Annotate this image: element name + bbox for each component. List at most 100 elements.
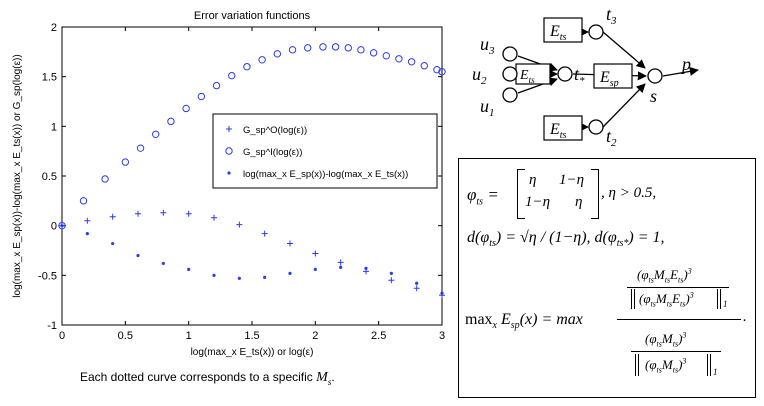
x-tick-label: 0 bbox=[59, 330, 65, 342]
label-ets-mid: Ets bbox=[519, 68, 535, 85]
point-circle bbox=[228, 71, 236, 80]
node-label-s: s bbox=[650, 86, 657, 106]
point-circle bbox=[197, 92, 206, 101]
point-dot bbox=[161, 261, 165, 266]
point-dot bbox=[263, 275, 267, 279]
point-circle bbox=[243, 63, 251, 71]
point-plus bbox=[185, 210, 192, 217]
point-circle bbox=[433, 66, 441, 74]
y-tick-label: -0.5 bbox=[38, 270, 57, 282]
point-circle bbox=[136, 144, 145, 152]
x-axis-label: log(max_x E_ts(x)) or log(ε) bbox=[191, 347, 314, 358]
point-plus bbox=[388, 277, 395, 284]
legend-label: log(max_x E_sp(x))-log(max_x E_ts(x)) bbox=[243, 169, 408, 180]
point-dot bbox=[187, 267, 191, 271]
point-plus bbox=[261, 230, 268, 237]
x-tick-label: 3 bbox=[439, 330, 445, 342]
x-tick-label: 2.5 bbox=[371, 330, 386, 342]
formula-max-lhs: maxx Esp(x) = max bbox=[465, 311, 583, 332]
point-circle bbox=[407, 58, 416, 66]
point-plus bbox=[84, 217, 91, 224]
y-tick-label: 1.5 bbox=[42, 72, 57, 84]
formula-num-top: (φtsMtsEts)3 bbox=[637, 266, 692, 285]
point-circle bbox=[382, 52, 390, 60]
edge-t3-s bbox=[602, 31, 646, 69]
point-circle bbox=[212, 81, 221, 90]
point-circle bbox=[304, 44, 312, 52]
network-svg: Ets Ets Esp Ets u3 u2 u1 t* t3 t2 s p bbox=[472, 4, 699, 149]
point-plus bbox=[312, 250, 319, 257]
y-axis-label: log(max_x E_sp(x))-log(max_x E_ts(x)) or… bbox=[12, 54, 23, 297]
label-ets-bottom: Ets bbox=[549, 121, 567, 141]
plot-title: Error variation functions bbox=[194, 10, 311, 22]
point-circle bbox=[344, 44, 352, 52]
point-circle bbox=[79, 197, 88, 205]
point-dot bbox=[85, 232, 89, 236]
point-dot bbox=[415, 281, 419, 285]
point-circle bbox=[58, 221, 66, 230]
point-circle bbox=[395, 55, 403, 63]
point-dot bbox=[440, 291, 444, 295]
point-circle bbox=[167, 117, 175, 126]
point-circle bbox=[319, 43, 327, 51]
legend-marker-dot bbox=[227, 171, 231, 175]
point-dot bbox=[111, 241, 115, 246]
y-tick-label: -1 bbox=[47, 320, 57, 332]
x-tick-label: 1 bbox=[186, 330, 192, 342]
formula-phi: φts = bbox=[467, 185, 499, 208]
point-circle bbox=[121, 158, 130, 166]
formula-num-bottom: (φtsMtsEts)3 bbox=[639, 290, 694, 309]
point-dot bbox=[136, 253, 140, 258]
plot-caption: Each dotted curve corresponds to a speci… bbox=[80, 370, 400, 386]
label-box-ets-bottom bbox=[543, 115, 583, 141]
x-tick-label: 2 bbox=[312, 330, 318, 342]
point-dot bbox=[288, 271, 292, 275]
legend-marker-plus bbox=[226, 126, 232, 132]
y-tick-label: 2 bbox=[51, 22, 57, 34]
point-plus bbox=[109, 213, 116, 220]
node-t-star bbox=[557, 66, 573, 82]
legend-marker-circle bbox=[225, 147, 233, 155]
point-circle bbox=[369, 49, 378, 57]
formula-den-top: (φtsMts)3 bbox=[645, 330, 687, 349]
point-dot bbox=[212, 273, 216, 277]
node-label-u1: u1 bbox=[480, 96, 495, 119]
error-variation-plot: Error variation functions 0 0.5 1 1.5 2 2.5 3 -1… bbox=[12, 10, 446, 358]
y-tick-label: 1 bbox=[51, 121, 57, 133]
legend-label: G_sp^O(log(ε)) bbox=[243, 125, 307, 136]
point-dot bbox=[313, 267, 317, 271]
formula-line2: d(φts) = √η / (1−η), d(φts*) = 1, bbox=[467, 229, 665, 250]
point-dot bbox=[364, 266, 368, 270]
point-circle bbox=[331, 43, 340, 51]
node-label-p: p bbox=[680, 54, 691, 74]
point-plus bbox=[135, 210, 141, 217]
formula-matrix: η 1−η 1−η η bbox=[517, 169, 599, 219]
point-plus bbox=[413, 285, 420, 292]
node-t2 bbox=[588, 119, 604, 135]
edge-t2-s bbox=[602, 83, 646, 128]
node-u3 bbox=[502, 46, 518, 62]
formula-box: φts = η 1−η 1−η η , η > 0.5, d(φts) = √η… bbox=[458, 158, 756, 398]
label-box-ets-top bbox=[543, 17, 583, 43]
point-plus bbox=[236, 221, 243, 228]
caption-period: . bbox=[331, 370, 335, 384]
point-dot bbox=[237, 276, 241, 280]
x-tick-label: 0.5 bbox=[118, 330, 133, 342]
point-circle bbox=[420, 62, 428, 70]
point-circle bbox=[288, 46, 297, 54]
point-circle bbox=[152, 130, 160, 138]
point-plus bbox=[337, 259, 344, 266]
node-label-t2: t2 bbox=[606, 126, 617, 149]
node-t3 bbox=[588, 24, 604, 40]
point-circle bbox=[101, 175, 109, 183]
y-tick-label: 0 bbox=[51, 221, 57, 233]
point-dot bbox=[339, 265, 343, 269]
network-diagram: Ets Ets Esp Ets u3 u2 u1 t* t3 t2 s p bbox=[460, 0, 760, 150]
formula-condition: , η > 0.5, bbox=[601, 185, 657, 201]
edge-s-p bbox=[662, 66, 699, 77]
point-plus bbox=[211, 214, 217, 221]
caption-text: Each dotted curve corresponds to a speci… bbox=[80, 370, 313, 384]
point-circle bbox=[182, 104, 190, 113]
point-circle bbox=[258, 56, 266, 64]
formula-den-bottom: (φtsMts)3 bbox=[645, 356, 687, 375]
